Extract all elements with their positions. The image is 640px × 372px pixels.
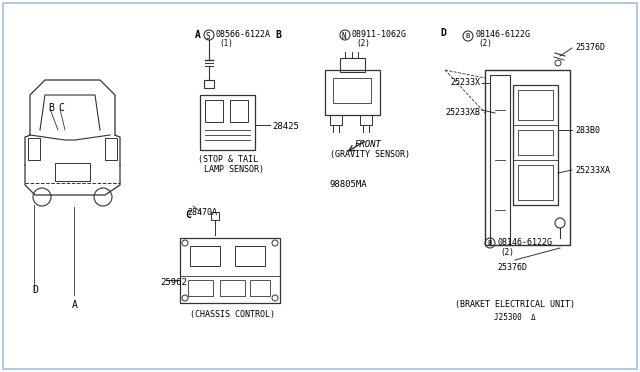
Text: 08566-6122A: 08566-6122A	[215, 30, 270, 39]
Bar	[188, 280, 213, 296]
Text: (CHASSIS CONTROL): (CHASSIS CONTROL)	[190, 310, 275, 319]
FancyBboxPatch shape	[3, 3, 637, 369]
Text: N: N	[342, 32, 347, 41]
Bar	[105, 138, 117, 160]
Text: (BRAKET ELECTRICAL UNIT): (BRAKET ELECTRICAL UNIT)	[455, 300, 575, 309]
Text: FRONT: FRONT	[355, 140, 382, 149]
Text: 08146-6122G: 08146-6122G	[497, 238, 552, 247]
Bar	[360, 115, 372, 125]
Text: (STOP & TAIL: (STOP & TAIL	[198, 155, 258, 164]
Bar	[190, 246, 220, 266]
Text: S: S	[206, 32, 211, 41]
Text: B: B	[275, 30, 281, 40]
Text: (GRAVITY SENSOR): (GRAVITY SENSOR)	[330, 150, 410, 159]
Text: 98805MA: 98805MA	[330, 180, 367, 189]
Bar	[325, 70, 380, 115]
Bar	[180, 238, 280, 303]
Text: D: D	[32, 285, 38, 295]
Bar	[490, 75, 510, 245]
Text: 28470A: 28470A	[187, 208, 217, 217]
Bar	[200, 95, 255, 150]
Bar	[205, 100, 223, 122]
Text: 28425: 28425	[272, 122, 299, 131]
Bar	[211, 212, 219, 220]
Bar	[513, 85, 558, 205]
Text: B: B	[48, 103, 54, 113]
Text: 25376D: 25376D	[497, 263, 527, 272]
Text: 08911-1062G: 08911-1062G	[352, 30, 407, 39]
Bar	[518, 130, 553, 155]
Text: A: A	[195, 30, 201, 40]
Text: LAMP SENSOR): LAMP SENSOR)	[204, 165, 264, 174]
Bar	[204, 80, 214, 88]
Text: (2): (2)	[356, 39, 370, 48]
Bar	[220, 280, 245, 296]
Text: 08146-6122G: 08146-6122G	[475, 30, 530, 39]
Text: C: C	[185, 210, 191, 220]
Text: 25233XB: 25233XB	[445, 108, 480, 117]
Bar	[518, 90, 553, 120]
Text: 25962: 25962	[160, 278, 187, 287]
Bar	[340, 58, 365, 72]
Text: (2): (2)	[478, 39, 492, 48]
Text: 25233X: 25233X	[450, 78, 480, 87]
Bar	[28, 138, 40, 160]
Bar	[330, 115, 342, 125]
Bar	[235, 246, 265, 266]
Text: B: B	[487, 240, 492, 246]
Text: (2): (2)	[500, 248, 514, 257]
Text: C: C	[58, 103, 64, 113]
Bar	[230, 100, 248, 122]
Bar	[518, 165, 553, 200]
Bar	[333, 78, 371, 103]
Text: 25376D: 25376D	[575, 43, 605, 52]
Text: D: D	[440, 28, 446, 38]
Text: B: B	[465, 33, 469, 39]
Text: 25233XA: 25233XA	[575, 166, 610, 175]
Bar	[485, 70, 570, 245]
Text: J25300  Δ: J25300 Δ	[494, 313, 536, 322]
Text: (1): (1)	[219, 39, 233, 48]
Bar	[55, 163, 90, 181]
Bar	[250, 280, 270, 296]
Text: A: A	[72, 300, 78, 310]
Text: 283B0: 283B0	[575, 126, 600, 135]
